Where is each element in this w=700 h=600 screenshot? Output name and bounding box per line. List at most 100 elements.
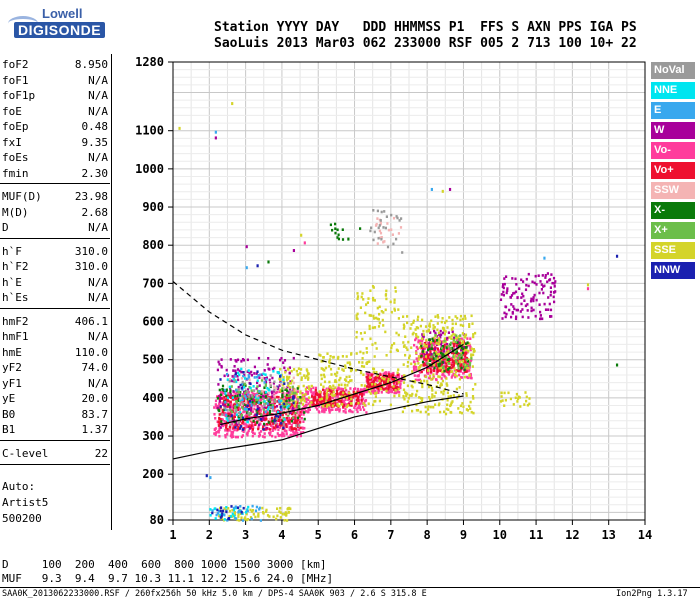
echo-point (255, 387, 258, 390)
echo-point (377, 387, 380, 391)
echo-point (465, 408, 468, 411)
echo-point (253, 399, 256, 402)
x-tick-label: 3 (242, 528, 249, 542)
echo-point (219, 393, 223, 397)
echo-point (434, 340, 437, 344)
echo-point (237, 509, 240, 513)
echo-point (472, 335, 475, 339)
legend-item: SSW (651, 182, 695, 199)
echo-point (231, 379, 234, 383)
echo-point (331, 402, 334, 406)
echo-point (440, 320, 443, 324)
echo-point (290, 369, 293, 373)
echo-point (440, 390, 443, 394)
echo-point (225, 506, 228, 509)
echo-point (398, 391, 401, 394)
echo-point (434, 357, 437, 360)
echo-point (372, 376, 375, 380)
echo-point (384, 387, 387, 390)
echo-point (421, 337, 424, 341)
echo-point (292, 397, 295, 400)
echo-point (284, 511, 287, 514)
echo-point (247, 505, 250, 509)
echo-point (327, 397, 331, 401)
echo-point (292, 249, 296, 253)
echo-point (270, 420, 273, 423)
echo-point (464, 354, 467, 358)
echo-point (282, 383, 285, 387)
echo-point (405, 394, 408, 398)
echo-point (428, 343, 431, 346)
echo-point (335, 388, 338, 391)
echo-point (438, 352, 441, 356)
echo-point (225, 417, 228, 420)
echo-point (288, 421, 291, 424)
echo-point (444, 353, 447, 356)
echo-point (287, 408, 290, 411)
echo-point (385, 380, 388, 384)
echo-point (440, 351, 443, 355)
echo-point (372, 298, 375, 302)
echo-point (363, 404, 366, 407)
echo-point (223, 406, 226, 410)
echo-point (219, 397, 222, 400)
echo-point (303, 411, 306, 414)
echo-point (302, 403, 305, 406)
echo-point (547, 296, 550, 299)
echo-point (430, 344, 434, 347)
echo-point (296, 403, 299, 407)
echo-point (460, 411, 464, 415)
echo-point (393, 342, 396, 345)
x-tick-label: 9 (460, 528, 467, 542)
echo-point (237, 411, 240, 415)
echo-point (265, 378, 268, 381)
echo-point (552, 295, 555, 299)
echo-point (412, 319, 415, 323)
echo-point (553, 300, 556, 304)
echo-point (343, 402, 346, 405)
echo-point (300, 378, 303, 382)
echo-point (250, 406, 253, 409)
echo-point (460, 348, 463, 352)
echo-point (382, 240, 385, 244)
echo-point (447, 331, 450, 334)
echo-point (233, 508, 236, 512)
echo-point (370, 381, 373, 385)
echo-point (442, 365, 445, 369)
echo-point (305, 368, 308, 371)
echo-point (232, 378, 235, 381)
echo-point (249, 386, 252, 390)
echo-point (224, 400, 227, 404)
echo-point (504, 315, 507, 319)
echo-point (463, 314, 466, 318)
echo-point (283, 382, 286, 385)
echo-point (402, 323, 405, 327)
echo-point (233, 514, 236, 518)
echo-point (228, 429, 231, 432)
echo-point (274, 414, 277, 418)
echo-point (448, 358, 452, 362)
echo-point (457, 394, 460, 397)
echo-point (543, 302, 546, 306)
echo-point (223, 420, 226, 423)
echo-point (457, 355, 460, 359)
echo-point (249, 382, 252, 386)
echo-point (253, 407, 256, 411)
param-value: 74.0 (81, 361, 109, 374)
echo-point (444, 412, 448, 416)
echo-point (310, 384, 313, 388)
echo-point (307, 407, 310, 411)
echo-point (460, 363, 463, 366)
echo-point (462, 340, 465, 343)
echo-point (374, 399, 377, 403)
echo-point (292, 410, 295, 414)
echo-point (281, 402, 285, 406)
echo-point (446, 343, 449, 346)
echo-point (437, 375, 440, 378)
echo-point (341, 355, 344, 358)
echo-point (234, 369, 237, 373)
echo-point (299, 390, 302, 393)
echo-point (337, 383, 340, 387)
echo-point (435, 362, 438, 365)
